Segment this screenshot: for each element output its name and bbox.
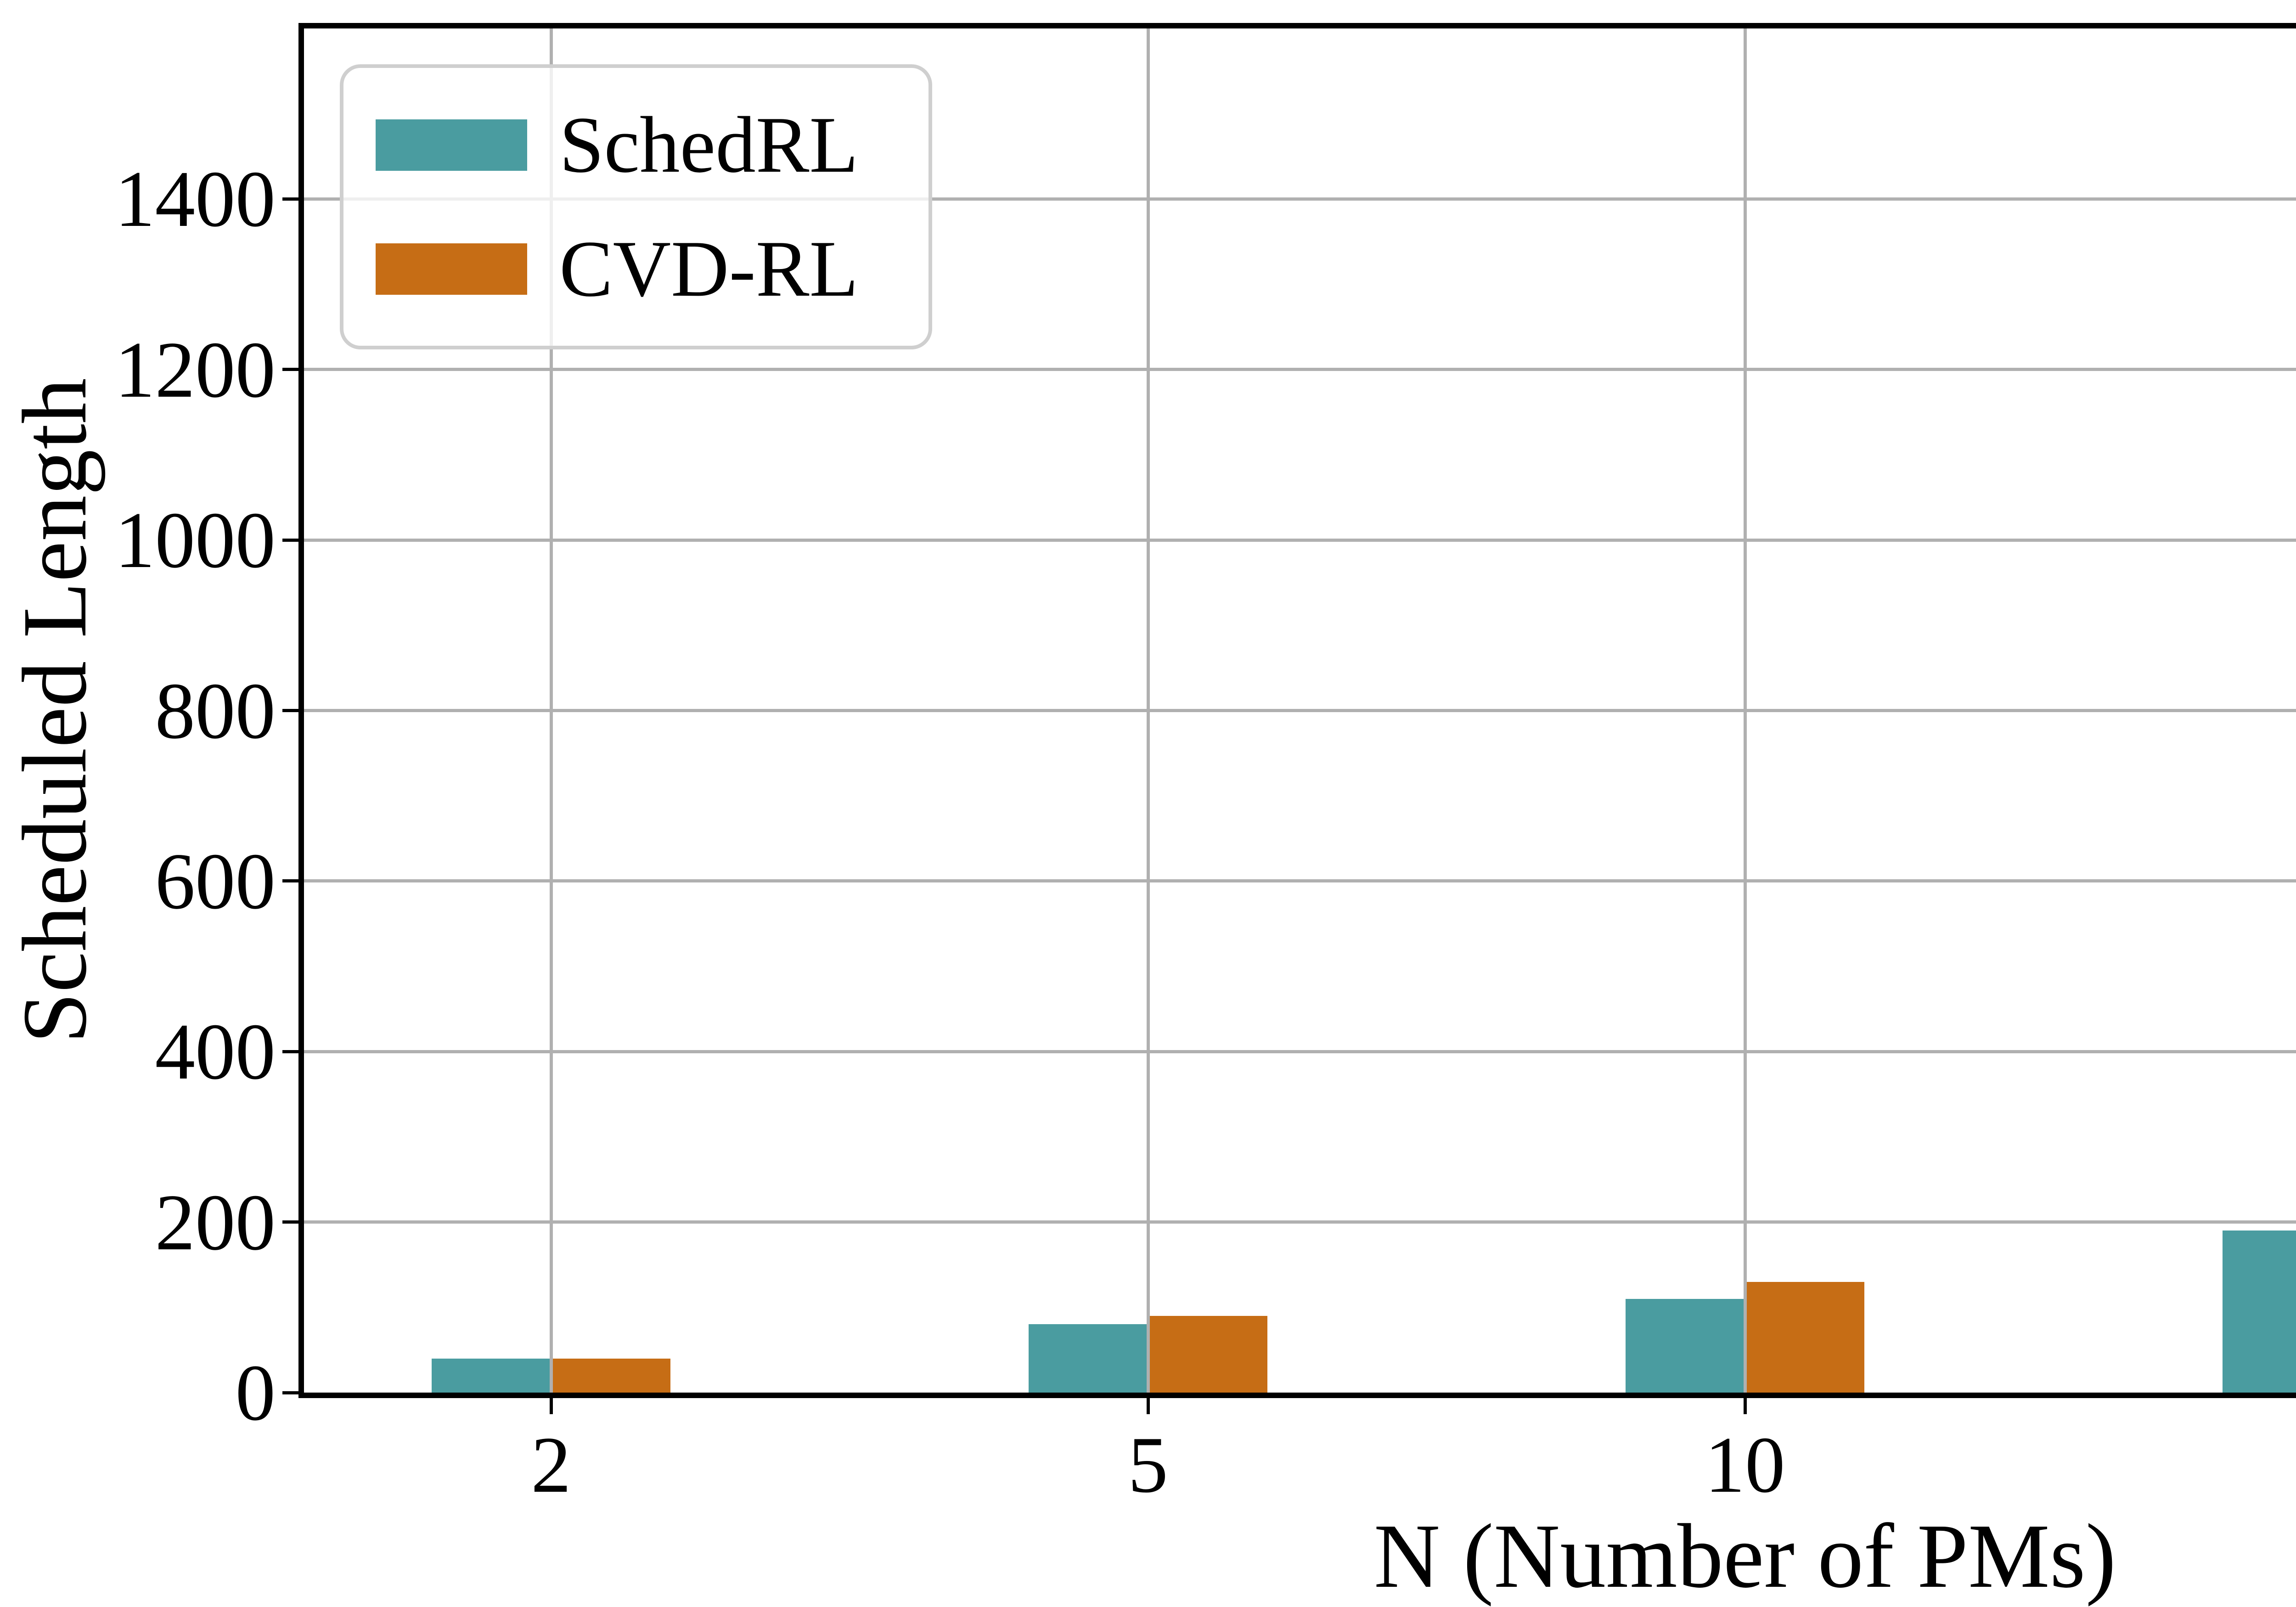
gridline-y-400 xyxy=(304,1050,2296,1053)
ytick-0 xyxy=(282,1391,298,1394)
gridline-y-600 xyxy=(304,879,2296,882)
xtick-10 xyxy=(1744,1398,1747,1414)
ytick-label-1000: 1000 xyxy=(115,495,276,584)
ytick-1200 xyxy=(282,368,298,371)
legend-swatch-cvdrl xyxy=(376,243,527,295)
ytick-label-600: 600 xyxy=(155,837,276,926)
gridline-y-1200 xyxy=(304,368,2296,371)
ytick-1000 xyxy=(282,539,298,542)
gridline-x-5 xyxy=(1147,28,1150,1393)
bar-cvdrl-n10 xyxy=(1745,1282,1864,1393)
gridline-y-1400 xyxy=(304,197,2296,201)
bar-schedrl-n10 xyxy=(1626,1299,1745,1393)
bar-schedrl-n20 xyxy=(2223,1231,2296,1393)
gridline-y-200 xyxy=(304,1220,2296,1224)
ytick-400 xyxy=(282,1050,298,1053)
legend-swatch-schedrl xyxy=(376,119,527,171)
ytick-600 xyxy=(282,879,298,882)
ytick-label-400: 400 xyxy=(155,1007,276,1096)
ytick-label-1200: 1200 xyxy=(115,325,276,414)
ytick-200 xyxy=(282,1220,298,1224)
gridline-y-800 xyxy=(304,709,2296,712)
gridline-x-10 xyxy=(1744,28,1747,1393)
bar-schedrl-n2 xyxy=(432,1359,551,1393)
bar-cvdrl-n2 xyxy=(551,1359,670,1393)
legend-item-cvdrl: CVD-RL xyxy=(376,229,887,309)
xtick-label-5: 5 xyxy=(1128,1420,1168,1509)
plot-area xyxy=(304,28,2296,1393)
xtick-5 xyxy=(1147,1398,1150,1414)
legend-item-schedrl: SchedRL xyxy=(376,105,887,185)
ytick-label-800: 800 xyxy=(155,666,276,755)
xtick-2 xyxy=(550,1398,553,1414)
legend-label-schedrl: SchedRL xyxy=(559,100,859,189)
bar-schedrl-n5 xyxy=(1029,1324,1148,1393)
xtick-label-10: 10 xyxy=(1705,1420,1785,1509)
ytick-label-0: 0 xyxy=(235,1348,276,1437)
ytick-800 xyxy=(282,709,298,712)
ytick-1400 xyxy=(282,197,298,201)
ytick-label-200: 200 xyxy=(155,1178,276,1267)
ytick-label-1400: 1400 xyxy=(115,154,276,243)
bar-cvdrl-n5 xyxy=(1148,1316,1267,1393)
gridline-x-2 xyxy=(550,28,553,1393)
gridline-y-1000 xyxy=(304,539,2296,542)
x-axis-label: N (Number of PMs) xyxy=(1373,1506,2116,1607)
legend-label-cvdrl: CVD-RL xyxy=(559,224,859,313)
xtick-label-2: 2 xyxy=(531,1420,571,1509)
legend: SchedRL CVD-RL xyxy=(340,64,932,349)
